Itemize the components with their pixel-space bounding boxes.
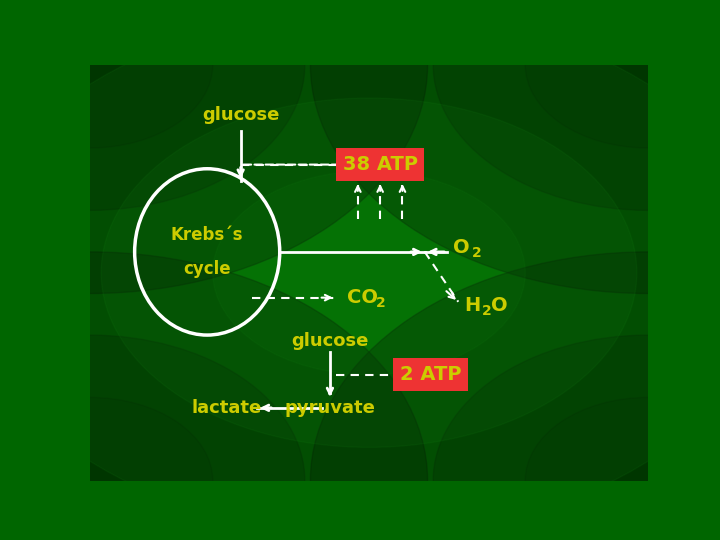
Text: Krebs´s: Krebs´s <box>171 226 243 244</box>
Text: 2: 2 <box>482 304 492 318</box>
Ellipse shape <box>0 0 428 294</box>
Text: 2 ATP: 2 ATP <box>400 365 461 384</box>
Text: CO: CO <box>347 288 378 307</box>
Ellipse shape <box>310 0 720 294</box>
Ellipse shape <box>0 0 213 148</box>
Ellipse shape <box>0 0 305 211</box>
Text: cycle: cycle <box>184 260 231 278</box>
Text: O: O <box>453 238 469 257</box>
Ellipse shape <box>433 0 720 211</box>
Text: lactate: lactate <box>192 399 262 417</box>
Ellipse shape <box>0 252 428 540</box>
Ellipse shape <box>0 11 720 535</box>
Text: 38 ATP: 38 ATP <box>343 155 418 174</box>
Ellipse shape <box>0 335 305 540</box>
Text: pyruvate: pyruvate <box>284 399 375 417</box>
Text: O: O <box>490 296 508 315</box>
Ellipse shape <box>310 252 720 540</box>
Ellipse shape <box>526 0 720 148</box>
Text: 2: 2 <box>377 295 386 309</box>
Text: 2: 2 <box>472 246 482 260</box>
Ellipse shape <box>433 335 720 540</box>
Ellipse shape <box>213 171 526 375</box>
Ellipse shape <box>0 397 213 540</box>
Text: H: H <box>464 296 480 315</box>
Ellipse shape <box>526 397 720 540</box>
Text: glucose: glucose <box>202 106 279 124</box>
Text: glucose: glucose <box>292 332 369 350</box>
Ellipse shape <box>102 98 636 447</box>
